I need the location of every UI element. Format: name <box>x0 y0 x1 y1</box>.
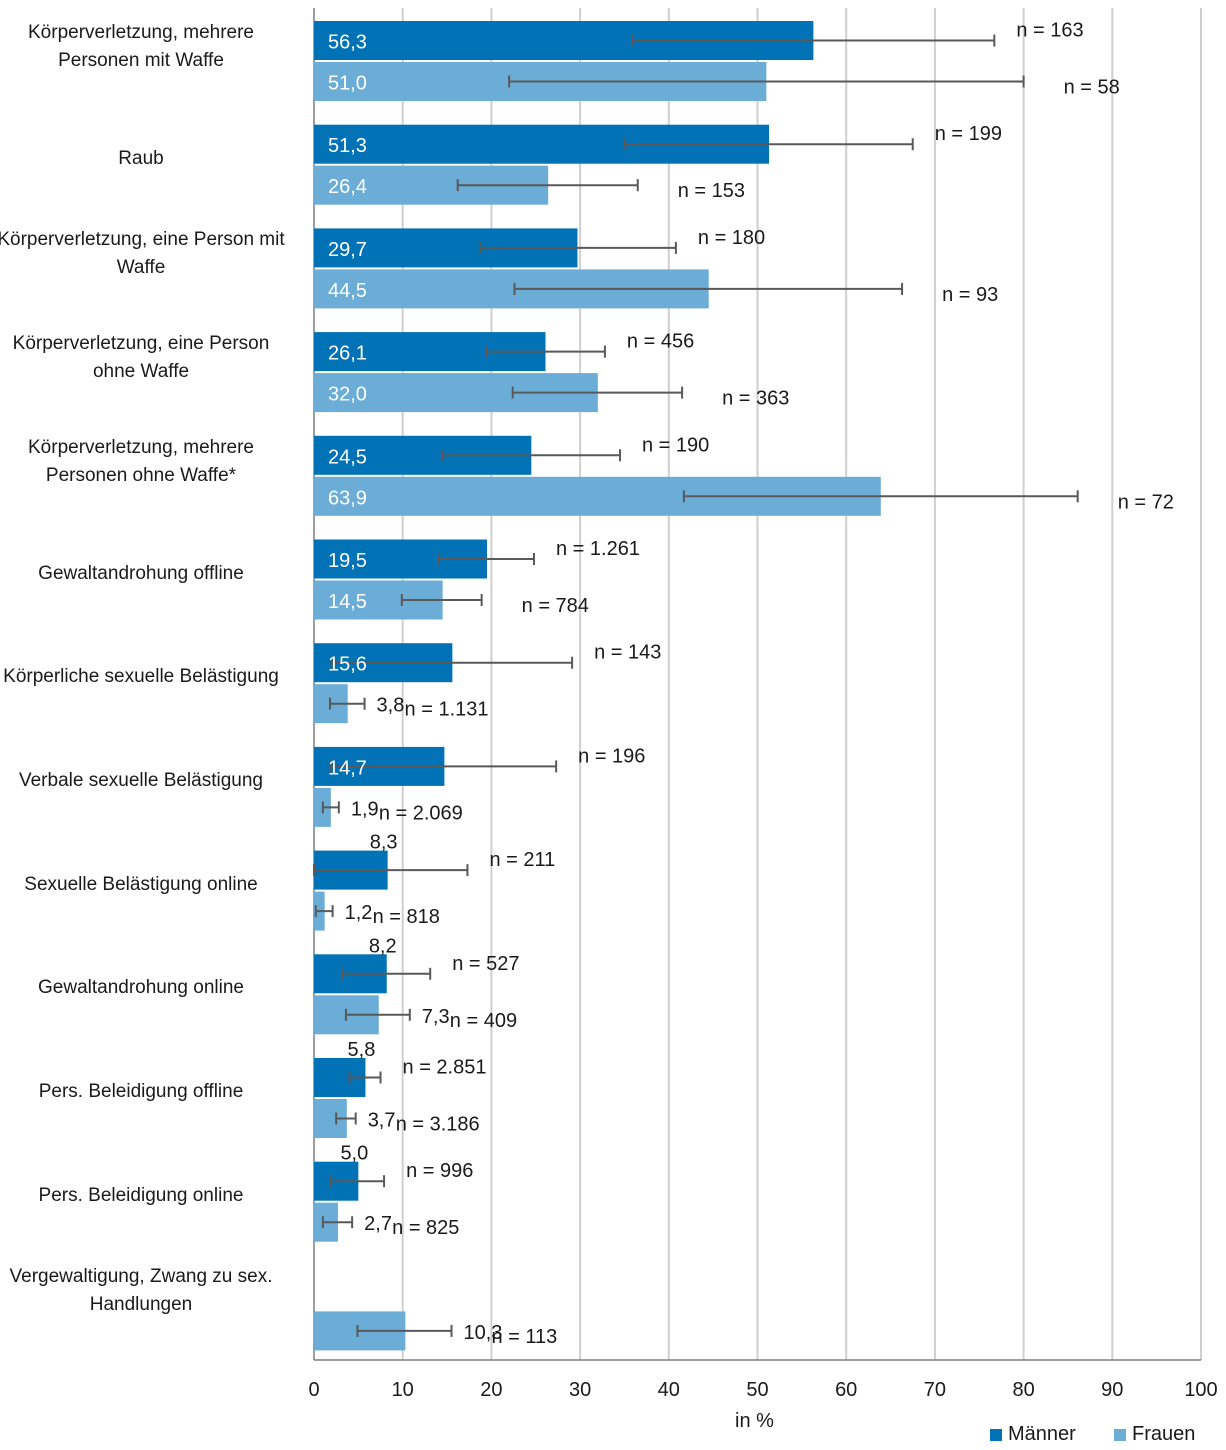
value-label-frauen: 2,7 <box>364 1213 392 1235</box>
n-label-frauen: n = 113 <box>491 1326 557 1348</box>
value-label-frauen: 44,5 <box>328 280 367 302</box>
x-tick-label: 70 <box>924 1379 946 1401</box>
value-label-maenner: 5,0 <box>340 1143 368 1165</box>
n-label-maenner: n = 180 <box>698 227 765 249</box>
n-label-maenner: n = 1.261 <box>556 538 640 560</box>
value-label-maenner: 26,1 <box>328 343 367 365</box>
category-label: Gewaltandrohung online <box>0 974 291 1002</box>
x-tick-label: 90 <box>1101 1379 1123 1401</box>
category-label: Körperverletzung, eine Person ohne Waffe <box>0 330 291 386</box>
n-label-maenner: n = 163 <box>1016 20 1083 42</box>
n-label-frauen: n = 784 <box>522 595 589 617</box>
n-label-frauen: n = 825 <box>392 1217 459 1239</box>
n-label-frauen: n = 1.131 <box>405 699 489 721</box>
x-tick-label: 10 <box>392 1379 414 1401</box>
legend-item-frauen: Frauen <box>1114 1423 1195 1446</box>
legend-item-maenner: Männer <box>990 1423 1076 1446</box>
x-tick-label: 50 <box>746 1379 768 1401</box>
value-label-maenner: 51,3 <box>328 135 367 157</box>
n-label-maenner: n = 143 <box>594 642 661 664</box>
legend-label-maenner: Männer <box>1008 1423 1076 1446</box>
x-tick-label: 100 <box>1184 1379 1217 1401</box>
n-label-frauen: n = 409 <box>450 1010 517 1032</box>
category-label: Körperverletzung, eine Person mit Waffe <box>0 226 291 282</box>
category-label: Körperverletzung, mehrere Personen ohne … <box>0 434 291 490</box>
value-label-maenner: 29,7 <box>328 239 367 261</box>
category-label: Verbale sexuelle Belästigung <box>0 767 291 795</box>
n-label-maenner: n = 2.851 <box>403 1057 487 1079</box>
value-label-frauen: 1,2 <box>345 902 373 924</box>
n-label-maenner: n = 196 <box>578 745 645 767</box>
value-label-maenner: 15,6 <box>328 654 367 676</box>
category-label: Gewaltandrohung offline <box>0 560 291 588</box>
value-label-frauen: 7,3 <box>422 1006 450 1028</box>
value-label-maenner: 24,5 <box>328 446 367 468</box>
value-label-maenner: 56,3 <box>328 32 367 54</box>
value-label-frauen: 26,4 <box>328 176 367 198</box>
n-label-maenner: n = 199 <box>935 123 1002 145</box>
x-tick-label: 20 <box>480 1379 502 1401</box>
x-tick-label: 30 <box>569 1379 591 1401</box>
n-label-maenner: n = 527 <box>452 953 519 975</box>
n-label-frauen: n = 72 <box>1118 491 1174 513</box>
value-label-maenner: 5,8 <box>348 1039 376 1061</box>
value-label-maenner: 8,2 <box>369 935 397 957</box>
legend-swatch-frauen <box>1114 1429 1126 1441</box>
n-label-maenner: n = 456 <box>627 331 694 353</box>
n-label-frauen: n = 93 <box>942 284 998 306</box>
x-tick-label: 80 <box>1012 1379 1034 1401</box>
category-label: Körperverletzung, mehrere Personen mit W… <box>0 19 291 75</box>
value-label-maenner: 8,3 <box>370 832 398 854</box>
value-label-maenner: 14,7 <box>328 757 367 779</box>
value-label-frauen: 51,0 <box>328 73 367 95</box>
legend-swatch-maenner <box>990 1429 1002 1441</box>
n-label-frauen: n = 3.186 <box>396 1114 480 1136</box>
legend-label-frauen: Frauen <box>1132 1423 1195 1446</box>
category-label: Pers. Beleidigung offline <box>0 1078 291 1106</box>
value-label-frauen: 3,7 <box>368 1110 396 1132</box>
value-label-frauen: 1,9 <box>351 798 379 820</box>
category-label: Raub <box>0 145 291 173</box>
n-label-frauen: n = 363 <box>722 388 789 410</box>
category-label: Vergewaltigung, Zwang zu sex. Handlungen <box>0 1263 291 1319</box>
value-label-frauen: 3,8 <box>377 695 405 717</box>
category-label: Sexuelle Belästigung online <box>0 871 291 899</box>
n-label-maenner: n = 996 <box>406 1160 473 1182</box>
category-label: Pers. Beleidigung online <box>0 1182 291 1210</box>
x-axis-title: in % <box>735 1410 774 1433</box>
x-tick-label: 0 <box>308 1379 319 1401</box>
n-label-frauen: n = 2.069 <box>379 802 463 824</box>
value-label-maenner: 19,5 <box>328 550 367 572</box>
n-label-frauen: n = 58 <box>1064 77 1120 99</box>
category-label: Körperliche sexuelle Belästigung <box>0 663 291 691</box>
value-label-frauen: 14,5 <box>328 591 367 613</box>
n-label-frauen: n = 153 <box>678 180 745 202</box>
n-label-frauen: n = 818 <box>373 906 440 928</box>
x-tick-label: 60 <box>835 1379 857 1401</box>
n-label-maenner: n = 190 <box>642 434 709 456</box>
n-label-maenner: n = 211 <box>489 849 555 871</box>
x-tick-label: 40 <box>658 1379 680 1401</box>
value-label-frauen: 63,9 <box>328 487 367 509</box>
value-label-frauen: 32,0 <box>328 384 367 406</box>
